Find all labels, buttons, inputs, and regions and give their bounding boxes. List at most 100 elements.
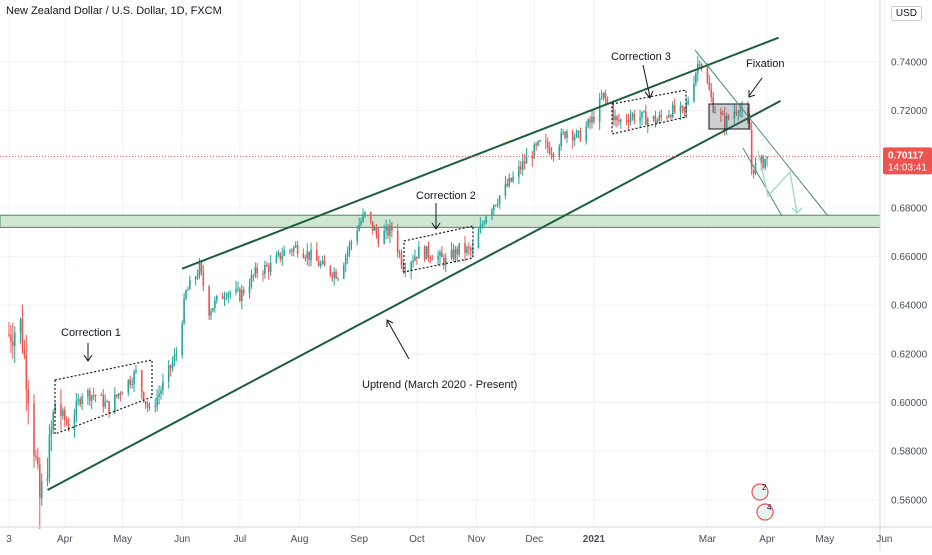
candle-body [618,120,620,122]
event-badge-icon[interactable] [751,483,769,501]
correction-2-flag [403,225,474,273]
candle-body [754,162,757,174]
candle-body [585,126,587,141]
candle-body [73,415,76,431]
candle-body [77,399,80,401]
candle-body [25,355,28,390]
candle-body [129,379,132,385]
candle-body [50,429,53,435]
candle-body [602,92,605,98]
candle-body [279,252,282,260]
event-badge-count[interactable]: 4 [767,503,772,512]
candle-body [292,247,295,252]
candle-body [344,256,347,265]
candle-body [308,251,310,260]
candle-body [710,89,713,98]
candle-body [252,275,255,277]
candle-body [121,392,124,395]
candle-body [102,394,105,407]
candle-body [673,104,676,112]
candle-body [256,267,258,274]
annotation-label: Fixation [746,58,785,70]
grid [0,0,885,527]
candle-body [65,419,68,424]
candle-body [62,410,64,416]
candle-body [548,147,551,154]
candle-body [414,256,416,261]
candle-body [722,113,724,115]
candle-body [469,248,472,251]
arrowhead-correction-2 [431,222,441,230]
candle-body [443,257,445,266]
candle-body [698,63,701,65]
candle-body [437,256,439,260]
candle-body [127,379,130,393]
candle-body [194,277,197,280]
candle-body [38,464,41,499]
candle-body [452,249,455,259]
candle-body [566,131,568,139]
candle-body [52,412,55,430]
candle-body [471,248,474,251]
candle-body [8,334,10,336]
candle-body [616,116,618,121]
candle-body [510,178,512,182]
candle-body [466,247,468,253]
candle-body [396,230,399,253]
candle-body [535,144,537,146]
arrowhead-fixation [748,90,756,98]
candle-body [643,111,645,113]
candle-body [48,434,51,479]
candle-body [539,140,541,142]
candle-body [229,292,232,294]
candle-body [427,246,430,258]
candle-body [537,141,539,145]
candle-body [571,131,574,141]
candle-body [291,250,293,252]
event-badge-count[interactable]: 2 [762,483,767,492]
candle-body [410,262,412,272]
candle-body [369,212,372,222]
annotation-labels: Correction 1 Correction 2 Correction 3 Fixa… [61,51,785,521]
candle-body [591,116,593,123]
event-badge-icon[interactable] [756,503,774,521]
x-tick-label: 3 [6,534,12,545]
arrowhead-correction-3 [644,90,654,99]
candle-body [294,245,297,248]
candle-body [181,323,183,355]
candles [8,56,768,529]
candle-body [429,257,432,259]
candle-body [423,246,426,260]
candle-body [135,370,137,373]
candle-body [491,210,493,217]
candle-body [377,234,380,244]
candle-body [573,136,576,141]
candle-body [762,156,765,168]
candle-body [493,205,495,211]
candle-body [646,119,649,125]
candle-body [108,401,110,414]
candle-body [198,263,201,276]
candle-body [681,105,684,108]
candle-body [304,257,307,259]
candle-body [670,115,672,118]
candle-body [412,260,414,263]
candle-body [383,231,385,244]
candle-body [333,271,335,278]
candle-body [133,372,135,385]
candle-body [319,263,322,267]
candle-body [223,297,226,299]
candle-body [752,169,755,174]
price-badge-value: 0.70117 [888,150,924,161]
currency-button[interactable]: USD [890,6,922,21]
x-tick-label: Jul [233,534,246,545]
candle-body [418,246,420,259]
candle-body [398,252,401,254]
y-tick-label: 0.72000 [891,106,928,117]
candle-body [171,362,174,369]
candle-body [79,399,81,405]
candle-body [81,396,83,405]
candle-body [356,230,359,242]
